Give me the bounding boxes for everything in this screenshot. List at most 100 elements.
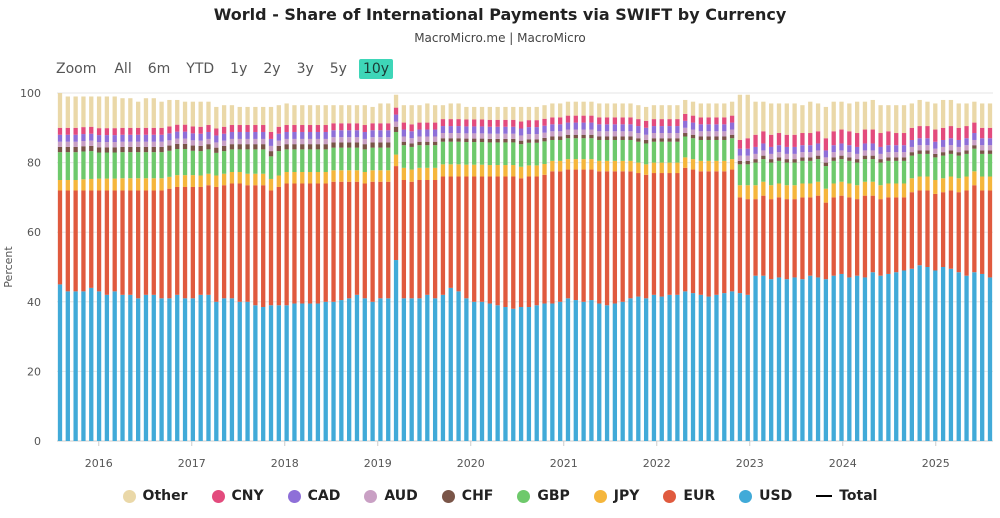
bar-segment-other — [417, 105, 422, 123]
zoom-button-10y[interactable]: 10y — [358, 59, 394, 79]
bar-segment-usd — [886, 273, 891, 441]
bar-segment-cad — [456, 126, 461, 134]
bar-segment-other — [573, 101, 578, 116]
zoom-button-1y[interactable]: 1y — [230, 61, 248, 77]
bar-segment-chf — [57, 146, 63, 153]
bar-segment-gbp — [550, 139, 555, 161]
bar-segment-jpy — [73, 180, 78, 191]
y-tick-label: 60 — [27, 226, 41, 239]
bar-segment-cad — [933, 141, 938, 149]
bar-segment-aud — [456, 133, 461, 139]
bar-segment-jpy — [362, 171, 367, 184]
zoom-button-3y[interactable]: 3y — [296, 61, 314, 77]
bar-segment-chf — [300, 144, 305, 150]
bar-segment-jpy — [425, 167, 430, 180]
bar-segment-cad — [581, 122, 586, 130]
bar-segment-aud — [253, 138, 258, 145]
legend-item-usd[interactable]: USD — [739, 488, 792, 504]
bar-segment-jpy — [143, 178, 149, 191]
zoom-button-all[interactable]: All — [114, 61, 132, 77]
zoom-button-ytd[interactable]: YTD — [186, 61, 215, 77]
bar-segment-cny — [120, 127, 125, 135]
bar-segment-jpy — [714, 160, 719, 172]
bar-segment-jpy — [221, 173, 227, 186]
bar-segment-chf — [245, 144, 250, 150]
bar-segment-aud — [933, 148, 938, 154]
bar-segment-cny — [815, 131, 821, 144]
legend-item-total[interactable]: Total — [816, 488, 877, 504]
bar-segment-eur — [862, 195, 868, 278]
x-tick-label: 2024 — [829, 457, 857, 470]
bar-segment-other — [565, 101, 571, 116]
legend-item-gbp[interactable]: GBP — [517, 488, 570, 504]
bar-segment-eur — [604, 171, 610, 306]
zoom-button-2y[interactable]: 2y — [263, 61, 281, 77]
bar-segment-gbp — [229, 149, 235, 172]
bar-segment-jpy — [831, 183, 836, 198]
bar-segment-gbp — [159, 152, 164, 179]
bar-segment-other — [362, 105, 367, 126]
legend-label: CNY — [231, 488, 264, 504]
bar-segment-chf — [831, 157, 836, 161]
bar-segment-other — [354, 105, 360, 124]
bar-segment-gbp — [573, 138, 578, 160]
bar-segment-cny — [550, 117, 555, 125]
bar-segment-aud — [573, 129, 578, 135]
bar-segment-cny — [190, 126, 196, 134]
legend-item-cad[interactable]: CAD — [287, 488, 340, 504]
legend-item-eur[interactable]: EUR — [663, 488, 715, 504]
bar-segment-eur — [300, 183, 305, 304]
bar-segment-aud — [104, 142, 110, 148]
bar-segment-chf — [636, 138, 641, 142]
zoom-button-5y[interactable]: 5y — [329, 61, 347, 77]
bar-segment-jpy — [620, 160, 625, 172]
legend-item-cny[interactable]: CNY — [211, 488, 264, 504]
bar-segment-jpy — [339, 170, 344, 182]
bar-segment-jpy — [479, 164, 485, 177]
bar-segment-jpy — [565, 159, 571, 170]
bar-segment-aud — [839, 150, 844, 156]
bar-segment-jpy — [354, 170, 360, 182]
bar-segment-jpy — [894, 183, 899, 198]
zoom-button-6m[interactable]: 6m — [147, 61, 171, 77]
bar-segment-usd — [268, 305, 274, 441]
bar-segment-gbp — [370, 147, 375, 171]
bar-segment-gbp — [175, 149, 180, 176]
bar-segment-eur — [714, 171, 719, 295]
bar-segment-aud — [284, 138, 289, 145]
bar-segment-gbp — [323, 149, 328, 172]
legend-item-other[interactable]: Other — [122, 488, 188, 504]
bar-segment-aud — [964, 145, 969, 151]
bar-segment-gbp — [362, 149, 367, 172]
bar-segment-chf — [628, 136, 633, 140]
bar-segment-cny — [362, 125, 367, 132]
bar-segment-chf — [847, 157, 852, 161]
bar-segment-chf — [221, 145, 227, 152]
legend-item-aud[interactable]: AUD — [364, 488, 418, 504]
bar-segment-other — [808, 101, 813, 134]
bar-segment-other — [643, 106, 649, 121]
bar-segment-cad — [143, 134, 149, 142]
bar-segment-aud — [214, 142, 219, 148]
bar-segment-gbp — [479, 142, 485, 165]
legend-item-jpy[interactable]: JPY — [593, 488, 639, 504]
bar-segment-jpy — [980, 176, 985, 191]
bar-segment-eur — [597, 171, 602, 304]
bar-segment-cny — [347, 123, 352, 131]
bar-segment-eur — [940, 192, 946, 267]
bar-segment-cad — [573, 122, 578, 130]
bar-segment-chf — [870, 155, 875, 160]
bar-segment-cny — [808, 133, 813, 146]
bar-segment-aud — [831, 152, 836, 158]
bar-segment-aud — [307, 138, 313, 145]
bar-segment-cny — [511, 119, 516, 127]
bar-segment-chf — [894, 157, 899, 161]
bar-segment-aud — [96, 142, 102, 148]
bar-segment-usd — [597, 303, 602, 441]
bar-segment-chf — [612, 136, 618, 140]
bar-segment-jpy — [386, 170, 391, 182]
bar-segment-other — [683, 99, 688, 114]
legend-item-chf[interactable]: CHF — [441, 488, 493, 504]
bar-segment-jpy — [729, 159, 735, 170]
bar-segment-other — [620, 103, 625, 118]
